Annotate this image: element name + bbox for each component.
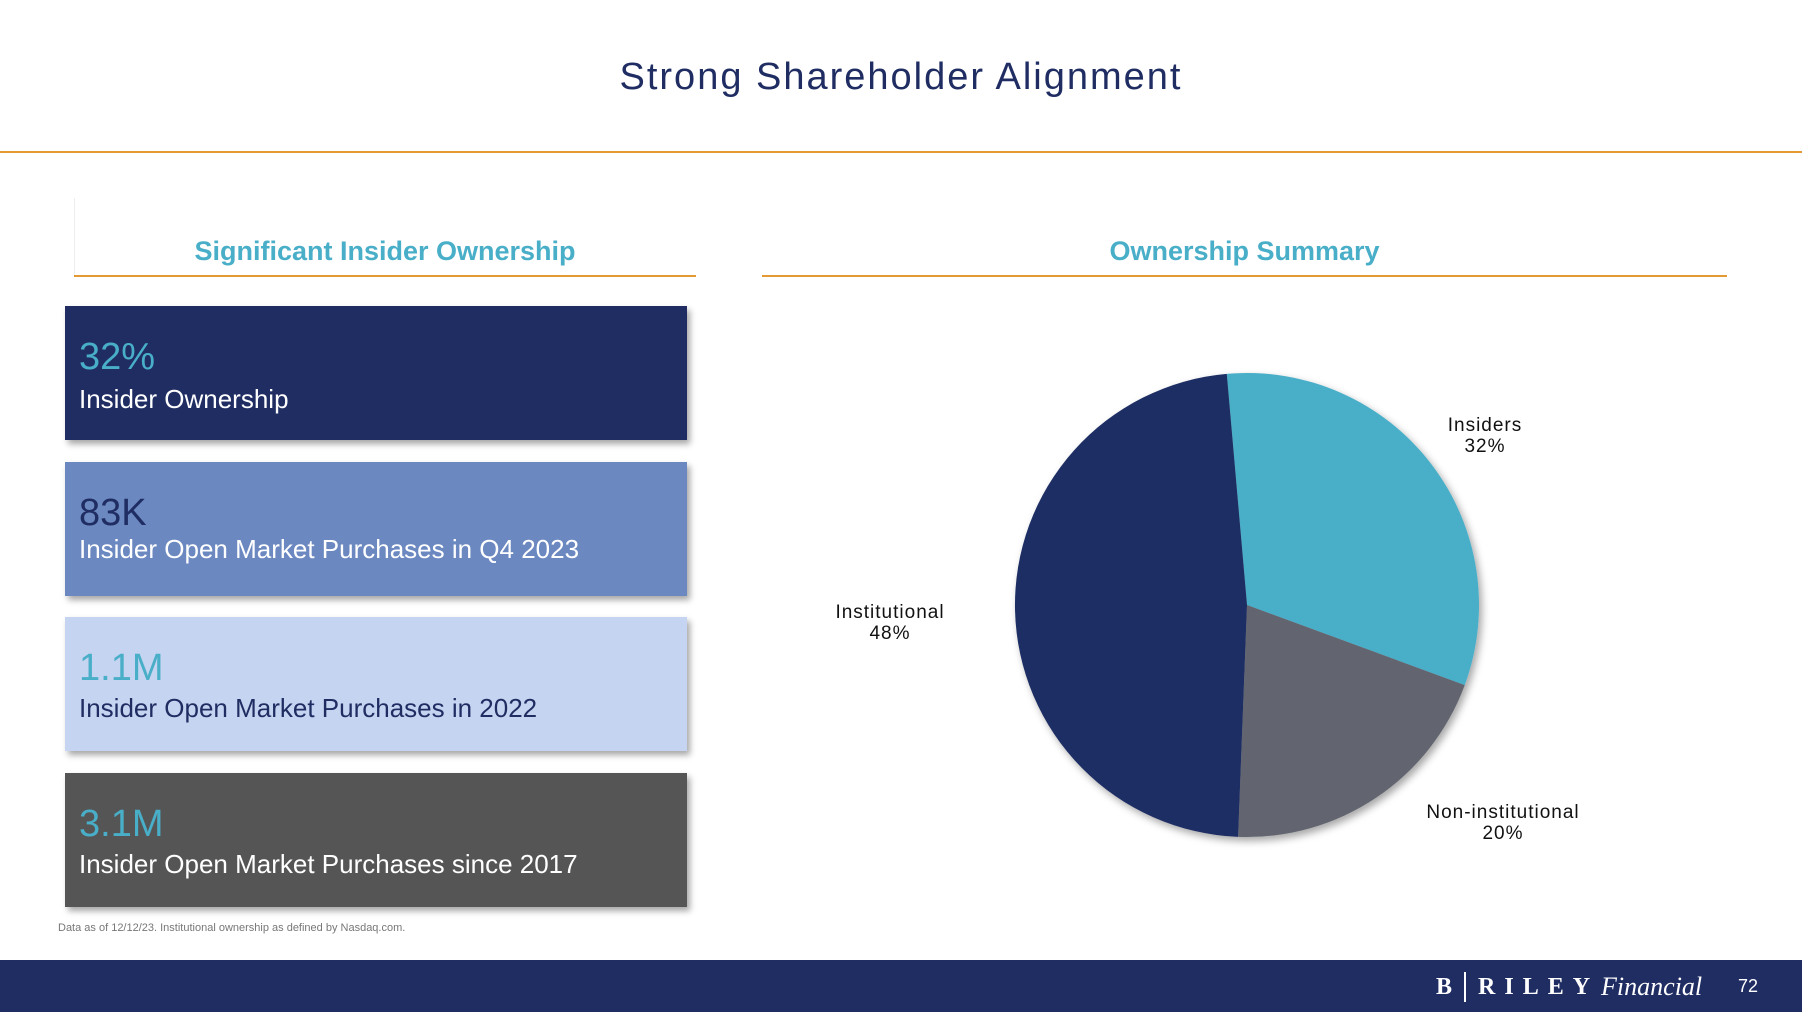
page-title: Strong Shareholder Alignment [619,56,1183,98]
page-number: 72 [1738,976,1759,996]
pie-label-value: 32% [1464,436,1505,457]
stat-card-value: 3.1M [79,803,164,845]
stat-card-label: Insider Open Market Purchases since 2017 [79,849,578,879]
stat-card-label: Insider Open Market Purchases in Q4 2023 [79,534,580,564]
brand-logo-b: B [1436,973,1455,1000]
stat-card-value: 1.1M [79,647,164,689]
pie-slice-insiders [1226,372,1480,686]
right-panel-heading: Ownership Summary [1109,236,1380,266]
right-panel-divider [762,275,1727,277]
stat-card-insider-ownership: 32% Insider Ownership [65,306,687,440]
stat-card-value: 32% [79,336,156,378]
left-panel-heading: Significant Insider Ownership [194,236,576,266]
stat-card-2022-purchases: 1.1M Insider Open Market Purchases in 20… [65,617,687,751]
pie-label-name: Insiders [1448,415,1523,436]
stat-card-label: Insider Ownership [79,384,289,414]
left-panel-edge [74,198,75,276]
pie-label-value: 20% [1482,823,1523,844]
ownership-pie-chart: Insiders 32% Non-institutional 20% Insti… [835,372,1579,844]
pie-label-value: 48% [869,623,910,644]
pie-label-name: Non-institutional [1426,802,1579,823]
left-panel-divider [74,275,696,277]
footnote: Data as of 12/12/23. Institutional owner… [58,922,406,934]
stat-card-since-2017-purchases: 3.1M Insider Open Market Purchases since… [65,773,687,907]
footer-bar: B RILEY Financial 72 [0,960,1802,1012]
brand-logo-divider [1464,972,1467,1002]
pie-label-name: Institutional [835,602,944,623]
title-divider [0,151,1802,153]
brand-logo-riley: RILEY [1478,973,1600,1000]
stat-card-value: 83K [79,492,147,534]
pie-slice-non-institutional [1238,605,1465,838]
pie-slice-institutional [1014,373,1247,837]
stat-card-q4-2023-purchases: 83K Insider Open Market Purchases in Q4 … [65,462,687,596]
brand-logo-financial: Financial [1601,972,1703,1001]
brand-logo: B RILEY Financial [1436,972,1702,1002]
stat-card-label: Insider Open Market Purchases in 2022 [79,693,538,723]
